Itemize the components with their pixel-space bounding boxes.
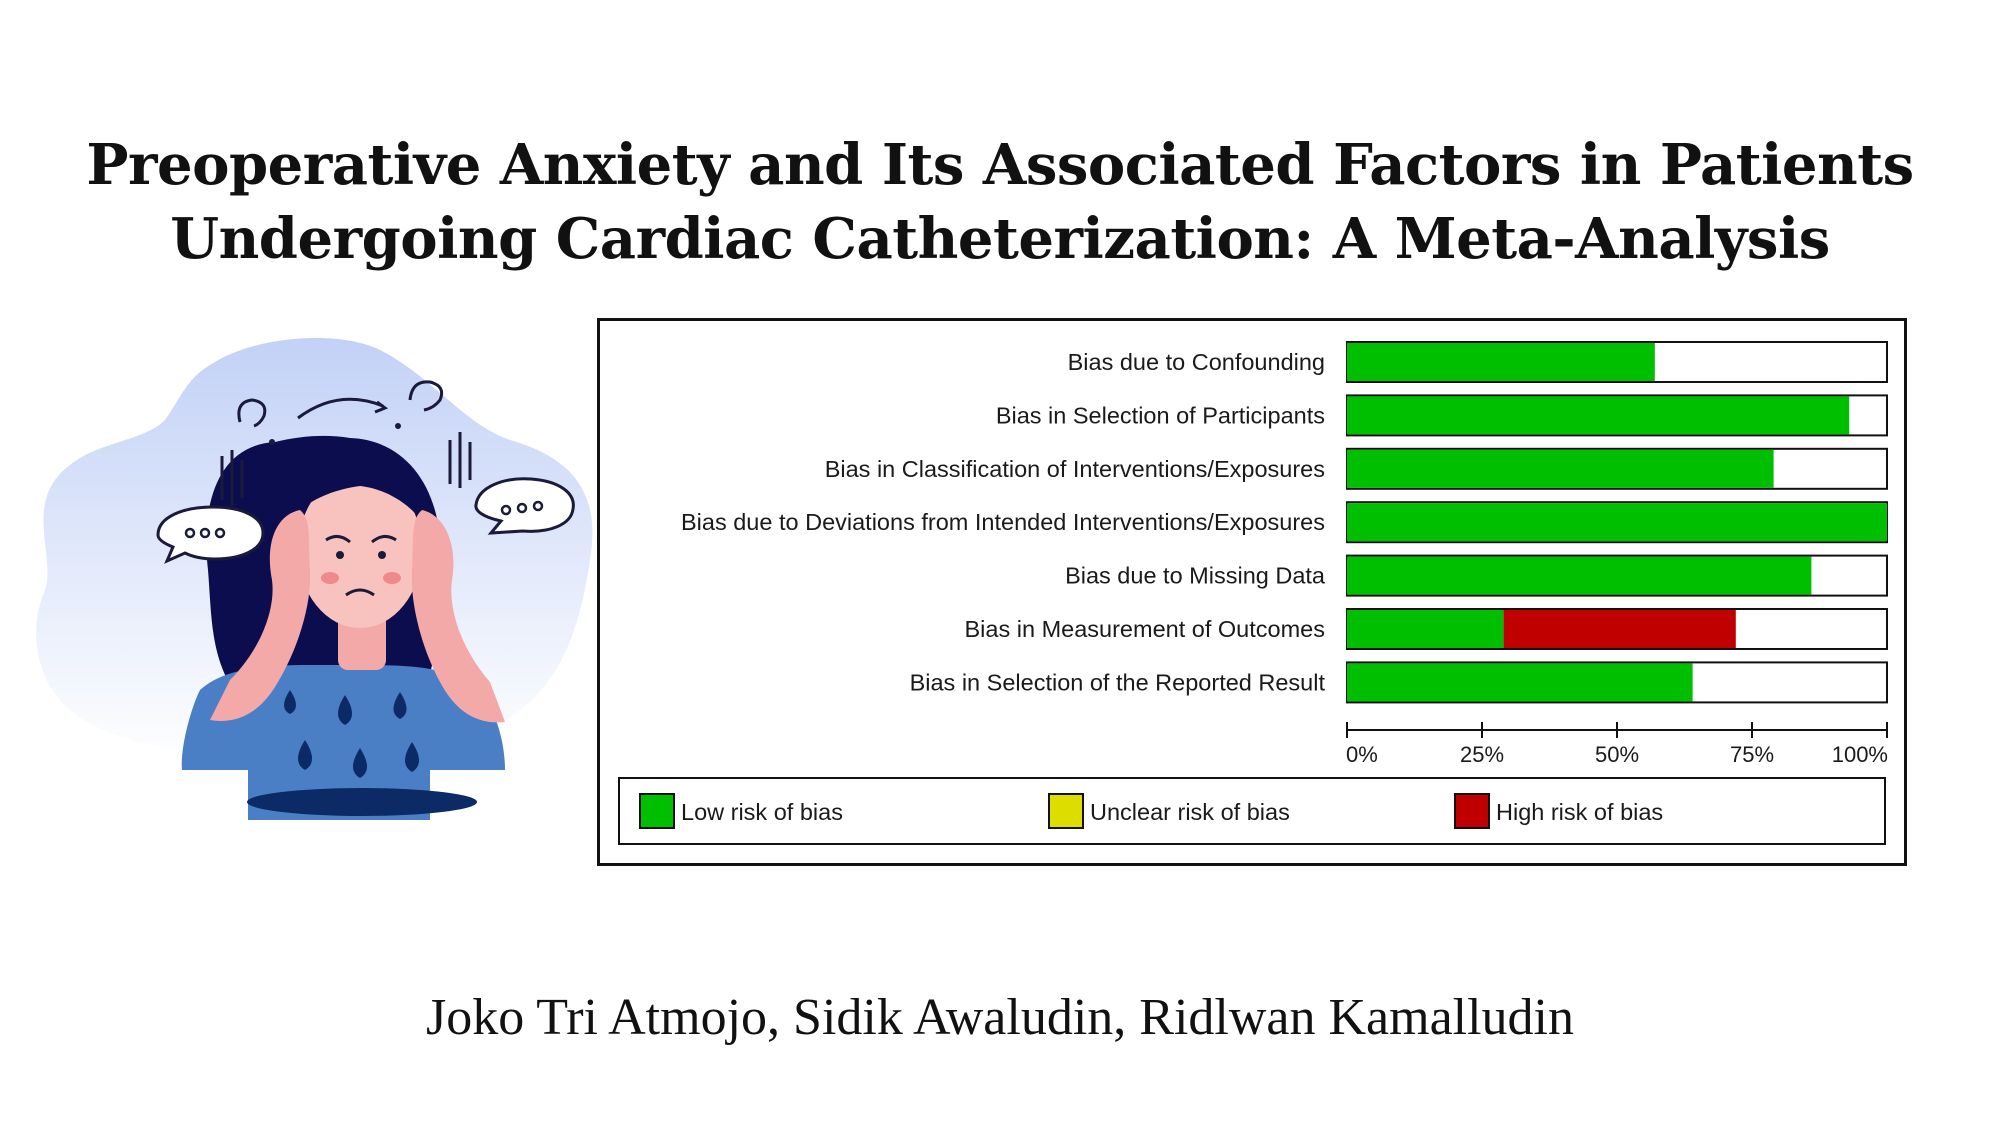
bar-segment-low-risk-of-bias <box>1347 449 1774 488</box>
stress-marks-icon <box>220 380 472 506</box>
category-label: Bias in Classification of Interventions/… <box>825 456 1325 482</box>
legend-swatch <box>1454 793 1490 829</box>
bar-segment-low-risk-of-bias <box>1347 503 1887 542</box>
bar-segment-low-risk-of-bias <box>1347 343 1655 381</box>
x-tick-label: 100% <box>1832 742 1888 767</box>
bar-segment-low-risk-of-bias <box>1347 610 1504 648</box>
x-tick-label: 25% <box>1460 742 1504 767</box>
category-label: Bias in Selection of the Reported Result <box>910 669 1326 695</box>
legend-label: Low risk of bias <box>681 799 843 825</box>
bar-segment-high-risk-of-bias <box>1503 610 1736 648</box>
right-arm-icon <box>411 510 505 723</box>
bar-segment-low-risk-of-bias <box>1347 556 1812 595</box>
category-label: Bias in Selection of Participants <box>996 402 1325 428</box>
category-label: Bias in Measurement of Outcomes <box>965 616 1326 642</box>
title-line-1: Preoperative Anxiety and Its Associated … <box>86 132 1914 198</box>
face-icon <box>298 472 422 628</box>
legend-label: Unclear risk of bias <box>1090 799 1290 825</box>
anxious-woman-illustration <box>36 338 593 820</box>
legend-swatch <box>639 793 675 829</box>
bar-segment-low-risk-of-bias <box>1347 396 1850 435</box>
x-tick-label: 75% <box>1730 742 1774 767</box>
sweat-drops-icon <box>284 690 419 778</box>
legend-swatch <box>1048 793 1084 829</box>
legend-label: High risk of bias <box>1496 799 1663 825</box>
bar-segment-low-risk-of-bias <box>1347 663 1693 702</box>
shirt-icon <box>181 665 505 820</box>
author-list: Joko Tri Atmojo, Sidik Awaludin, Ridlwan… <box>426 989 1574 1046</box>
category-label: Bias due to Missing Data <box>1065 563 1326 589</box>
category-label: Bias due to Deviations from Intended Int… <box>681 509 1325 535</box>
category-label: Bias due to Confounding <box>1068 349 1325 375</box>
title-line-2: Undergoing Cardiac Catheterization: A Me… <box>170 206 1830 272</box>
x-tick-label: 50% <box>1595 742 1639 767</box>
shirt-shadow <box>247 788 477 816</box>
x-tick-label: 0% <box>1346 742 1378 767</box>
paper-title: Preoperative Anxiety and Its Associated … <box>0 128 2000 276</box>
legend-box <box>618 777 1886 845</box>
left-arm-icon <box>210 510 311 721</box>
risk-of-bias-chart: Bias due to Confounding Bias in Selection… <box>597 318 1907 866</box>
